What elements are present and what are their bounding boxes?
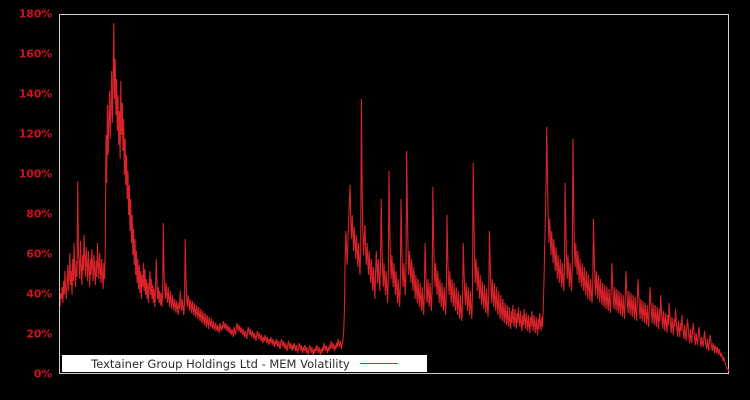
y-tick-label: 100%: [18, 167, 52, 181]
y-tick-label: 180%: [18, 7, 52, 21]
y-tick-label: 40%: [26, 287, 52, 301]
y-tick-label: 140%: [18, 87, 52, 101]
volatility-line-plot: [60, 22, 730, 372]
y-tick-label: 60%: [26, 247, 52, 261]
legend-label: Textainer Group Holdings Ltd - MEM Volat…: [91, 356, 350, 371]
y-tick-label: 120%: [18, 127, 52, 141]
series-line-mem-volatility: [60, 22, 730, 372]
chart-legend: Textainer Group Holdings Ltd - MEM Volat…: [62, 355, 427, 372]
legend-color-swatch: [359, 363, 398, 364]
plot-area: [59, 14, 730, 374]
y-tick-label: 20%: [26, 327, 52, 341]
y-axis: 0% 20% 40% 60% 80% 100% 120% 140% 160% 180%: [0, 0, 59, 400]
y-tick-label: 0%: [33, 367, 52, 381]
y-tick-label: 160%: [18, 47, 52, 61]
y-tick-label: 80%: [26, 207, 52, 221]
